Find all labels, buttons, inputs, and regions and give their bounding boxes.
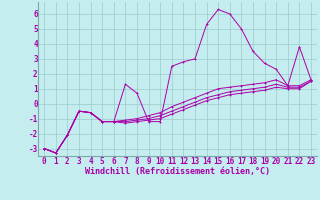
X-axis label: Windchill (Refroidissement éolien,°C): Windchill (Refroidissement éolien,°C) [85, 167, 270, 176]
